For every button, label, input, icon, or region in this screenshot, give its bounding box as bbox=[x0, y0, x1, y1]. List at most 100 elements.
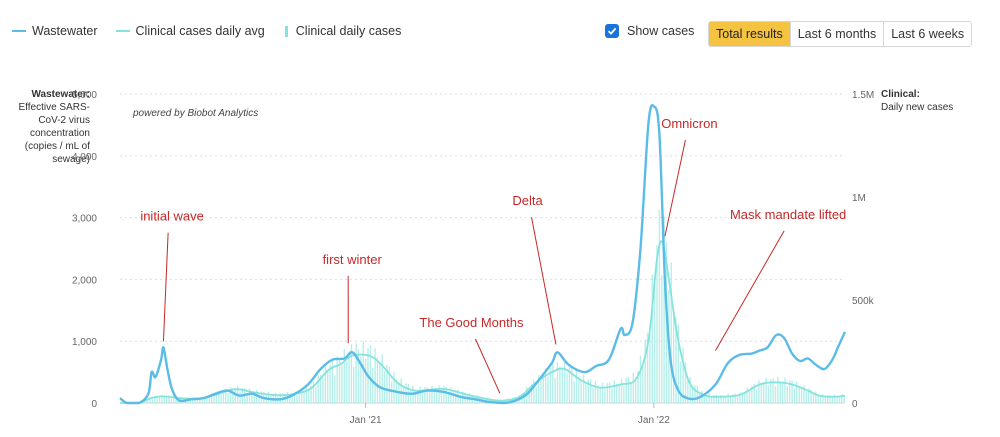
clinical-daily-bar bbox=[146, 399, 149, 403]
clinical-daily-bar bbox=[379, 363, 381, 403]
clinical-daily-bar bbox=[232, 388, 234, 403]
x-tick-label: Jan '22 bbox=[638, 415, 670, 426]
clinical-daily-bar bbox=[649, 334, 651, 403]
range-button-6-weeks[interactable]: Last 6 weeks bbox=[884, 22, 972, 46]
clinical-daily-bar bbox=[402, 387, 405, 403]
wastewater-line bbox=[119, 104, 847, 405]
range-button-total[interactable]: Total results bbox=[709, 22, 791, 46]
clinical-daily-bar bbox=[502, 400, 504, 403]
clinical-daily-bar bbox=[409, 390, 412, 403]
chart-legend: Wastewater Clinical cases daily avg Clin… bbox=[12, 24, 419, 38]
clinical-daily-bar bbox=[592, 387, 594, 403]
legend-item-wastewater[interactable]: Wastewater bbox=[12, 24, 98, 38]
clinical-daily-bar bbox=[210, 393, 213, 403]
clinical-daily-bar bbox=[156, 396, 158, 403]
clinical-daily-bar bbox=[251, 391, 253, 403]
clinical-daily-bar bbox=[168, 395, 170, 403]
clinical-daily-bar bbox=[770, 379, 772, 403]
clinical-daily-bar bbox=[620, 378, 623, 403]
clinical-daily-bar bbox=[608, 382, 611, 403]
clinical-daily-bar bbox=[274, 392, 277, 403]
clinical-daily-bar bbox=[717, 398, 720, 403]
clinical-daily-bar bbox=[777, 376, 779, 403]
clinical-daily-bar bbox=[173, 396, 175, 403]
clinical-daily-bar bbox=[400, 378, 402, 403]
clinical-daily-bar bbox=[528, 389, 530, 403]
clinical-daily-bar bbox=[767, 385, 770, 403]
clinical-daily-bar bbox=[533, 379, 535, 403]
clinical-daily-bar bbox=[376, 357, 379, 403]
clinical-daily-bar bbox=[175, 397, 177, 403]
left-axis-title: Wastewater: Effective SARS-CoV-2 virus c… bbox=[4, 88, 90, 166]
clinical-daily-bar bbox=[691, 385, 694, 403]
right-tick-label: 0 bbox=[852, 399, 858, 410]
clinical-daily-bar bbox=[374, 348, 376, 403]
clinical-daily-bar bbox=[459, 394, 462, 403]
clinical-daily-bar bbox=[708, 393, 710, 403]
clinical-daily-bar bbox=[341, 364, 343, 403]
clinical-daily-bar bbox=[234, 388, 237, 403]
clinical-daily-bar bbox=[488, 398, 490, 403]
clinical-daily-bar bbox=[540, 376, 542, 403]
clinical-daily-bar bbox=[428, 391, 431, 403]
clinical-daily-bar bbox=[632, 372, 635, 403]
clinical-daily-bar bbox=[812, 394, 815, 403]
clinical-daily-bar bbox=[552, 364, 554, 403]
clinical-daily-bar bbox=[838, 395, 841, 403]
show-cases-checkbox[interactable] bbox=[605, 24, 619, 38]
clinical-daily-bar bbox=[774, 386, 777, 403]
clinical-daily-bar bbox=[755, 389, 758, 403]
clinical-daily-bar bbox=[246, 392, 248, 403]
clinical-daily-bar bbox=[748, 390, 751, 403]
clinical-daily-bar bbox=[189, 399, 191, 403]
show-cases-toggle[interactable]: Show cases bbox=[605, 24, 694, 38]
clinical-daily-bar bbox=[542, 378, 545, 403]
clinical-daily-bar bbox=[805, 391, 808, 403]
left-tick-label: 5,000 bbox=[72, 90, 97, 101]
clinical-daily-bar bbox=[163, 396, 165, 403]
annotation-label: The Good Months bbox=[419, 315, 524, 330]
clinical-daily-bar bbox=[601, 382, 604, 403]
clinical-daily-bar bbox=[248, 388, 251, 403]
clinical-daily-bar bbox=[381, 354, 383, 403]
clinical-daily-bar bbox=[388, 366, 391, 403]
clinical-daily-bar bbox=[315, 387, 317, 403]
legend-item-clinical-avg[interactable]: Clinical cases daily avg bbox=[115, 24, 265, 38]
legend-item-clinical-daily[interactable]: Clinical daily cases bbox=[283, 24, 402, 38]
legend-swatch-clinical-avg bbox=[115, 30, 130, 32]
left-tick-label: 2,000 bbox=[72, 275, 97, 286]
clinical-daily-bar bbox=[639, 355, 642, 403]
clinical-daily-bar bbox=[338, 359, 341, 403]
clinical-daily-bar bbox=[599, 386, 601, 403]
legend-swatch-clinical-daily bbox=[284, 25, 288, 37]
legend-label-clinical-daily: Clinical daily cases bbox=[295, 24, 402, 38]
clinical-daily-bar bbox=[760, 382, 762, 403]
clinical-daily-bar bbox=[431, 385, 433, 403]
legend-label-clinical-avg: Clinical cases daily avg bbox=[135, 24, 265, 38]
right-axis-title-text: Daily new cases bbox=[881, 102, 954, 113]
clinical-daily-bar bbox=[331, 358, 334, 403]
clinical-daily-bar bbox=[566, 373, 568, 403]
clinical-daily-bar bbox=[625, 377, 627, 403]
clinical-daily-bar bbox=[836, 396, 838, 403]
annotation-label: first winter bbox=[323, 252, 383, 267]
clinical-daily-bar bbox=[504, 400, 507, 403]
clinical-daily-bar bbox=[594, 380, 597, 403]
clinical-daily-bar bbox=[279, 393, 282, 403]
clinical-daily-bar bbox=[310, 386, 312, 403]
left-tick-label: 4,000 bbox=[72, 152, 97, 163]
clinical-daily-bar bbox=[445, 386, 447, 403]
clinical-daily-bar bbox=[637, 371, 639, 403]
clinical-daily-bar bbox=[154, 396, 156, 403]
clinical-daily-bar bbox=[559, 366, 561, 403]
clinical-daily-bar bbox=[151, 399, 154, 403]
clinical-daily-bar bbox=[296, 395, 298, 403]
clinical-daily-bar bbox=[710, 396, 713, 403]
clinical-daily-bar bbox=[218, 391, 220, 403]
left-tick-label: 1,000 bbox=[72, 337, 97, 348]
clinical-daily-bar bbox=[556, 362, 559, 403]
clinical-daily-bar bbox=[348, 351, 350, 403]
range-button-6-months[interactable]: Last 6 months bbox=[790, 22, 885, 46]
clinical-daily-bar bbox=[751, 386, 753, 403]
